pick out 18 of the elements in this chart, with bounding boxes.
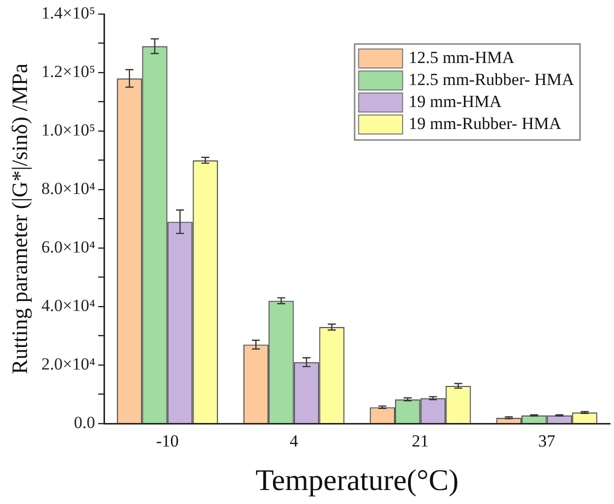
y-tick-label: 1.2×10⁵ (41, 62, 96, 81)
y-tick-label: 1.4×10⁵ (41, 3, 96, 22)
y-axis-title: Rutting parameter (|G*|/sinδ) /MPa (6, 63, 32, 374)
legend-label: 19 mm-Rubber- HMA (408, 114, 562, 133)
y-tick-label: 0.0 (74, 413, 96, 432)
x-axis-title: Temperature(°C) (256, 464, 459, 497)
legend-label: 19 mm-HMA (408, 92, 502, 111)
x-tick-label: 4 (290, 431, 299, 450)
y-tick-label: 8.0×10⁴ (41, 179, 96, 198)
x-tick-label: -10 (156, 431, 179, 450)
y-tick-label: 1.0×10⁵ (41, 120, 96, 140)
y-tick-label: 2.0×10⁴ (41, 354, 96, 374)
legend-label: 12.5 mm-HMA (408, 48, 516, 67)
y-tick-label: 6.0×10⁴ (41, 238, 96, 257)
legend-label: 12.5 mm-Rubber- HMA (408, 70, 575, 89)
x-tick-label: 21 (412, 431, 429, 450)
x-tick-label: 37 (538, 431, 556, 450)
y-tick-label: 4.0×10⁴ (41, 296, 96, 316)
